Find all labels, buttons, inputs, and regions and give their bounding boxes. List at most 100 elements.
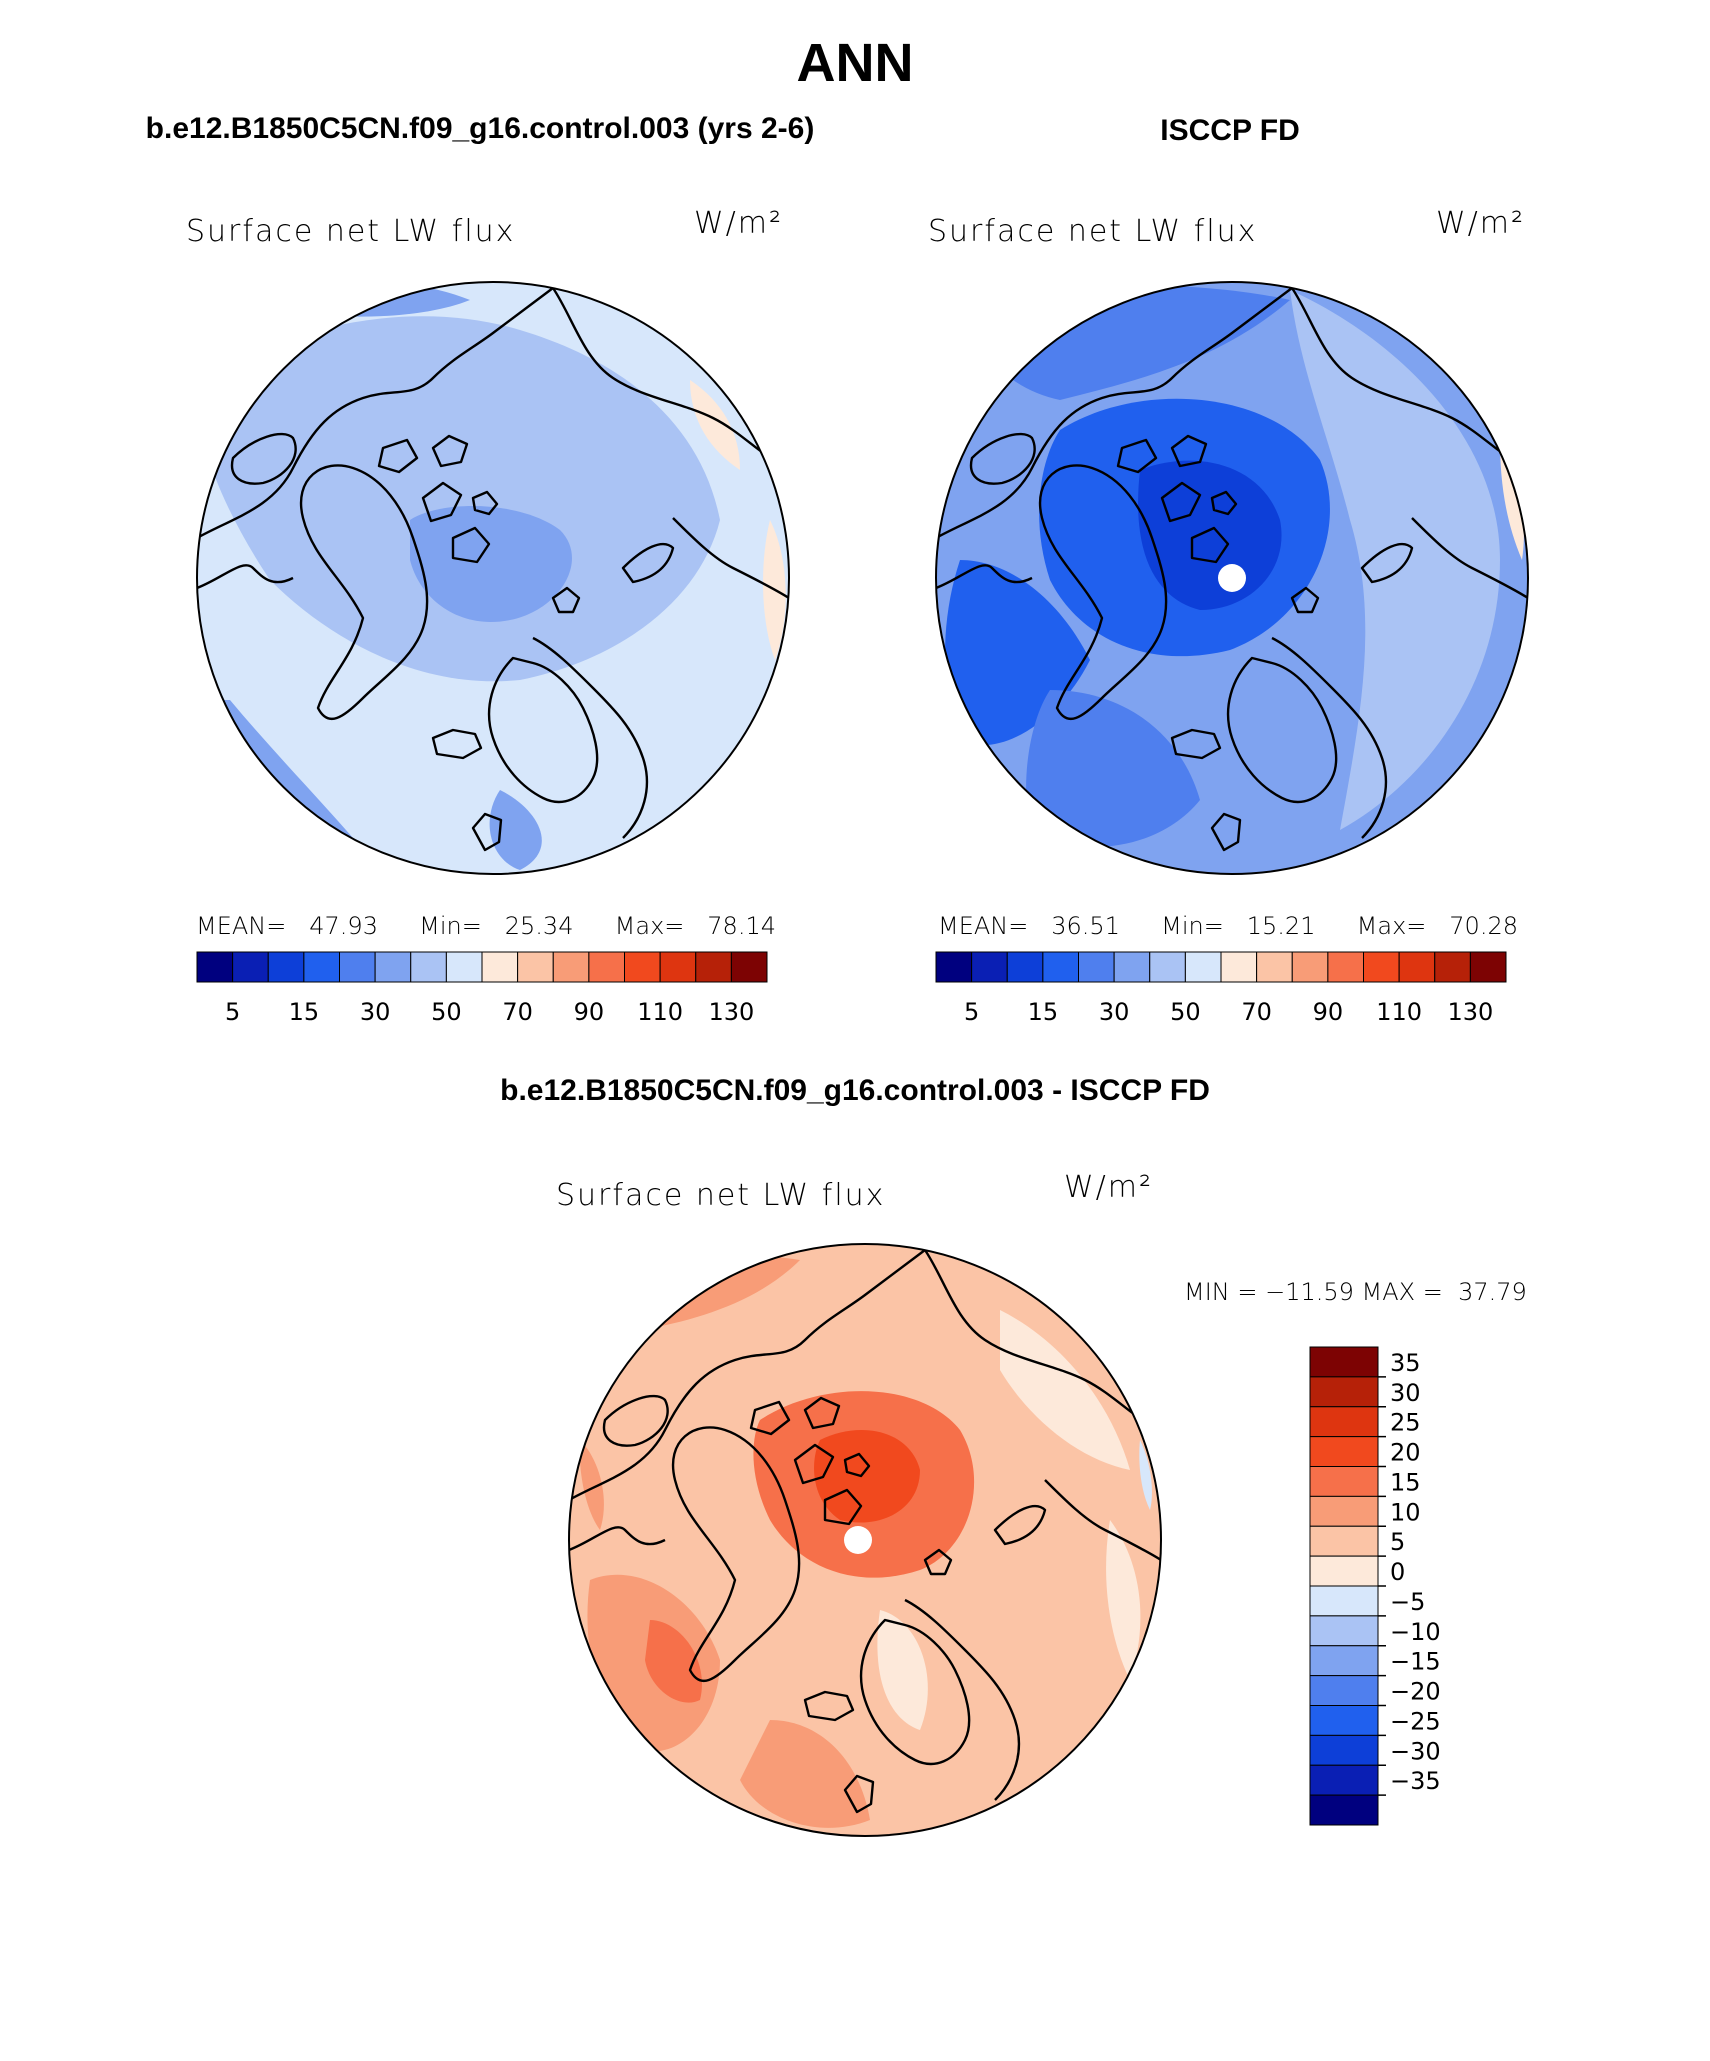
diff-colorbar-tick-label: −5 xyxy=(1390,1588,1425,1616)
obs-colorbar-tick-label: 110 xyxy=(1376,998,1422,1026)
obs-colorbar-box xyxy=(1042,951,1079,983)
diff-colorbar-box xyxy=(1309,1525,1379,1557)
obs-mean-value: 36.51 xyxy=(1051,912,1120,940)
model-colorbar-box xyxy=(267,951,305,983)
obs-colorbar-box xyxy=(1363,951,1400,983)
model-colorbar-tick-label: 30 xyxy=(360,998,391,1026)
obs-colorbar-box xyxy=(1434,951,1471,983)
diff-colorbar-tick-label: −25 xyxy=(1390,1707,1441,1735)
obs-colorbar-box xyxy=(1291,951,1329,983)
model-colorbar-tick-label: 110 xyxy=(637,998,683,1026)
diff-colorbar-tick-label: 0 xyxy=(1390,1558,1405,1586)
diff-colorbar-tick-label: −15 xyxy=(1390,1648,1441,1676)
diff-colorbar-box xyxy=(1309,1406,1379,1438)
model-colorbar-box xyxy=(659,951,697,983)
model-mean-value: 47.93 xyxy=(309,912,378,940)
diff-colorbar-tick-label: 5 xyxy=(1390,1528,1405,1556)
model-stats: MEAN= 47.93 Min= 25.34 Max= 78.14 xyxy=(196,912,776,940)
diff-colorbar-box xyxy=(1309,1794,1379,1826)
obs-colorbar-tick-label: 130 xyxy=(1447,998,1493,1026)
model-panel-title: b.e12.B1850C5CN.f09_g16.control.003 (yrs… xyxy=(145,112,815,145)
obs-colorbar-tick-label: 90 xyxy=(1313,998,1344,1026)
model-max-value: 78.14 xyxy=(707,912,776,940)
obs-variable-label: Surface net LW flux xyxy=(928,214,1258,249)
obs-colorbar-box xyxy=(1327,951,1364,983)
obs-colorbar-tick-label: 5 xyxy=(964,998,979,1026)
diff-minmax-text: MIN = −11.59 MAX = 37.79 xyxy=(1184,1278,1527,1306)
diff-colorbar-tick-label: 25 xyxy=(1390,1409,1421,1437)
model-min-value: 25.34 xyxy=(504,912,574,940)
diff-missing-data-dot xyxy=(844,1526,872,1554)
obs-colorbar-box xyxy=(1149,951,1186,983)
diff-colorbar-box xyxy=(1309,1466,1379,1497)
diff-colorbar-tick-label: −10 xyxy=(1390,1618,1441,1646)
obs-map xyxy=(936,282,1528,874)
obs-colorbar-tick-label: 30 xyxy=(1099,998,1130,1026)
model-colorbar-tick-label: 70 xyxy=(502,998,533,1026)
model-colorbar-tick-label: 15 xyxy=(289,998,320,1026)
obs-colorbar-tick-label: 50 xyxy=(1170,998,1201,1026)
obs-max-value: 70.28 xyxy=(1449,912,1518,940)
model-mean-label: MEAN= xyxy=(196,912,287,940)
model-colorbar-box xyxy=(695,951,732,983)
obs-units-label: W/m² xyxy=(1436,206,1526,241)
diff-map xyxy=(569,1244,1161,1836)
diff-colorbar-box xyxy=(1309,1555,1379,1587)
diff-colorbar-tick-label: −35 xyxy=(1390,1767,1441,1795)
obs-min-label: Min= xyxy=(1161,912,1224,940)
obs-map-border xyxy=(935,281,1529,875)
obs-stats: MEAN= 36.51 Min= 15.21 Max= 70.28 xyxy=(938,912,1518,940)
diff-variable-label: Surface net LW flux xyxy=(556,1178,886,1213)
obs-min-value: 15.21 xyxy=(1246,912,1316,940)
model-colorbar-box xyxy=(303,951,340,983)
model-colorbar-tick-label: 5 xyxy=(225,998,240,1026)
model-colorbar-box xyxy=(730,951,768,983)
obs-colorbar-box xyxy=(1006,951,1044,983)
obs-colorbar-tick-label: 70 xyxy=(1241,998,1272,1026)
obs-colorbar: 5 15 30 50 70 90 110 130 xyxy=(935,951,1507,1026)
diff-colorbar-tick-label: −20 xyxy=(1390,1678,1441,1706)
diff-colorbar-tick-label: 35 xyxy=(1390,1349,1421,1377)
model-colorbar-box xyxy=(374,951,412,983)
obs-colorbar-box xyxy=(1469,951,1507,983)
model-colorbar-box xyxy=(552,951,590,983)
model-colorbar: 5 15 30 50 70 90 110 130 xyxy=(196,951,768,1026)
diff-colorbar-box xyxy=(1309,1734,1379,1766)
model-colorbar-box xyxy=(517,951,554,983)
obs-panel-title: ISCCP FD xyxy=(1160,114,1300,147)
model-colorbar-box xyxy=(410,951,447,983)
model-min-label: Min= xyxy=(419,912,482,940)
diff-colorbar-tick-label: 10 xyxy=(1390,1498,1421,1526)
model-colorbar-box xyxy=(339,951,376,983)
model-colorbar-box xyxy=(196,951,234,983)
diff-colorbar-tick-label: 15 xyxy=(1390,1468,1421,1496)
diff-colorbar-box xyxy=(1309,1346,1379,1378)
diff-colorbar-box xyxy=(1309,1436,1379,1467)
model-colorbar-tick-label: 90 xyxy=(574,998,605,1026)
obs-colorbar-box xyxy=(1184,951,1222,983)
model-colorbar-tick-label: 50 xyxy=(431,998,462,1026)
diff-colorbar-tick-label: 30 xyxy=(1390,1379,1421,1407)
diff-map-border xyxy=(568,1243,1162,1837)
model-colorbar-box xyxy=(588,951,625,983)
diff-colorbar-box xyxy=(1309,1615,1379,1647)
obs-colorbar-tick-label: 15 xyxy=(1028,998,1059,1026)
model-colorbar-tick-label: 130 xyxy=(708,998,754,1026)
model-variable-label: Surface net LW flux xyxy=(186,214,516,249)
obs-colorbar-box xyxy=(971,951,1008,983)
diff-colorbar-box xyxy=(1309,1585,1379,1617)
diff-panel-title: b.e12.B1850C5CN.f09_g16.control.003 - IS… xyxy=(500,1074,1210,1107)
model-colorbar-box xyxy=(232,951,269,983)
obs-colorbar-box xyxy=(1398,951,1436,983)
diff-colorbar-tick-label: 20 xyxy=(1390,1439,1421,1467)
diff-units-label: W/m² xyxy=(1064,1170,1154,1205)
diff-colorbar-tick-label: −30 xyxy=(1390,1737,1441,1765)
model-colorbar-box xyxy=(481,951,519,983)
model-colorbar-box xyxy=(624,951,661,983)
obs-colorbar-box xyxy=(1220,951,1258,983)
diff-colorbar-box xyxy=(1309,1675,1379,1706)
diff-colorbar-box xyxy=(1309,1764,1379,1796)
diff-colorbar-box xyxy=(1309,1645,1379,1677)
